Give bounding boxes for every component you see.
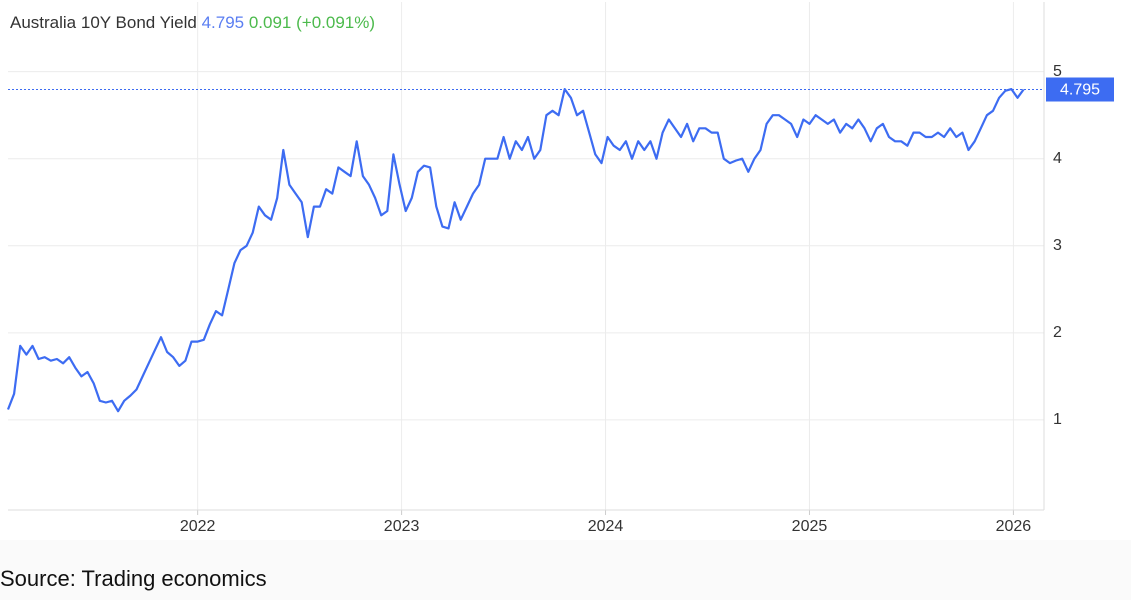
y-tick-label: 5 xyxy=(1053,63,1062,80)
chart-header: Australia 10Y Bond Yield 4.795 0.091 (+0… xyxy=(10,13,375,32)
y-tick-label: 1 xyxy=(1053,411,1062,428)
x-tick-label: 2022 xyxy=(180,518,216,535)
last-value: 4.795 xyxy=(202,13,245,32)
x-tick-label: 2024 xyxy=(588,518,624,535)
x-tick-label: 2023 xyxy=(384,518,420,535)
chart: Australia 10Y Bond Yield 4.795 0.091 (+0… xyxy=(0,0,1131,540)
x-tick-label: 2025 xyxy=(792,518,828,535)
x-tick-label: 2026 xyxy=(996,518,1032,535)
change-percent: (+0.091%) xyxy=(296,13,375,32)
last-value-box xyxy=(1046,77,1114,102)
y-tick-label: 3 xyxy=(1053,237,1062,254)
chart-title: Australia 10Y Bond Yield xyxy=(10,13,197,32)
price-line xyxy=(6,88,1025,413)
change: 0.091 xyxy=(249,13,292,32)
chart-background xyxy=(0,0,1131,540)
y-tick-label: 2 xyxy=(1053,324,1062,341)
y-tick-label: 4 xyxy=(1053,150,1062,167)
source-note: Source: Trading economics xyxy=(0,566,267,591)
last-value-label: 4.795 xyxy=(1060,82,1100,99)
